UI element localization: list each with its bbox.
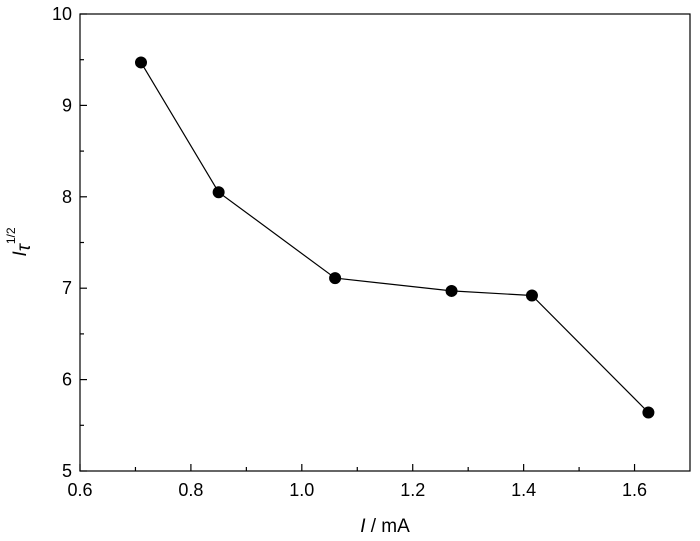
svg-text:Iτ1/2: Iτ1/2 — [4, 227, 35, 256]
x-tick-label: 0.6 — [67, 480, 92, 500]
data-point — [445, 284, 458, 297]
y-tick-label: 9 — [62, 95, 72, 115]
x-axis-title-unit: / mA — [365, 516, 410, 537]
y-tick-label: 5 — [62, 461, 72, 481]
x-axis-title: I / mA — [360, 516, 410, 537]
data-series — [135, 56, 655, 419]
y-axis-title: Iτ1/2 — [4, 227, 35, 256]
data-point — [135, 56, 147, 69]
y-tick-label: 8 — [62, 187, 72, 207]
data-point — [212, 186, 225, 199]
plot-frame — [79, 13, 691, 472]
y-axis-ticks: 5 6 7 8 9 10 — [52, 4, 87, 481]
x-tick-label: 1.2 — [400, 480, 425, 500]
data-point — [642, 406, 655, 419]
x-tick-label: 1.4 — [511, 480, 536, 500]
x-tick-label: 1.0 — [289, 480, 314, 500]
x-tick-label: 1.6 — [622, 480, 647, 500]
x-axis-title-symbol: I — [360, 516, 366, 537]
series-line — [140, 62, 649, 413]
y-axis-title-sup: 1/2 — [4, 227, 18, 244]
y-tick-label: 10 — [52, 4, 72, 24]
y-axis-title-symbol: I — [10, 251, 31, 257]
data-point — [329, 272, 342, 285]
y-tick-label: 6 — [62, 370, 72, 390]
y-axis-title-sub: τ — [14, 242, 35, 251]
x-tick-label: 0.8 — [178, 480, 203, 500]
y-tick-label: 7 — [62, 278, 72, 298]
x-axis-ticks: 0.6 0.8 1.0 1.2 1.4 1.6 — [67, 464, 647, 500]
data-point — [525, 289, 538, 302]
